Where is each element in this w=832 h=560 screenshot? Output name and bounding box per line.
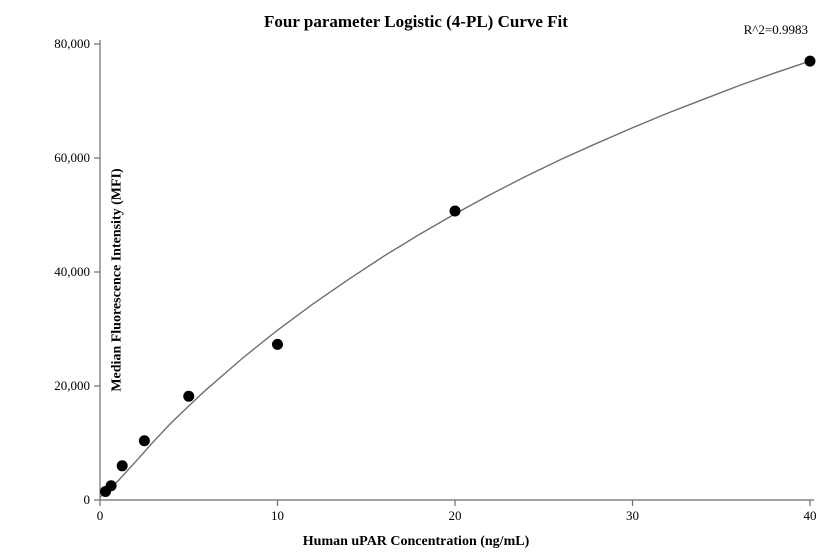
- y-tick-label: 40,000: [54, 264, 90, 279]
- fitted-curve: [100, 61, 810, 497]
- x-tick-label: 10: [271, 508, 284, 523]
- x-tick-label: 40: [804, 508, 817, 523]
- y-tick-label: 60,000: [54, 150, 90, 165]
- chart-container: Four parameter Logistic (4-PL) Curve Fit…: [0, 0, 832, 560]
- data-point-marker: [117, 460, 128, 471]
- y-tick-label: 80,000: [54, 36, 90, 51]
- data-point-marker: [272, 339, 283, 350]
- y-tick-label: 0: [84, 492, 91, 507]
- r-squared-annotation: R^2=0.9983: [744, 22, 808, 37]
- x-tick-label: 30: [626, 508, 639, 523]
- y-tick-label: 20,000: [54, 378, 90, 393]
- data-point-marker: [139, 435, 150, 446]
- data-point-marker: [805, 56, 816, 67]
- data-point-marker: [106, 480, 117, 491]
- data-point-marker: [450, 206, 461, 217]
- x-tick-label: 20: [449, 508, 462, 523]
- plot-svg: 0 20,000 40,000 60,000 80,000 0 10 20 30 40 R^2=0.…: [0, 0, 832, 560]
- x-tick-label: 0: [97, 508, 104, 523]
- data-point-marker: [183, 391, 194, 402]
